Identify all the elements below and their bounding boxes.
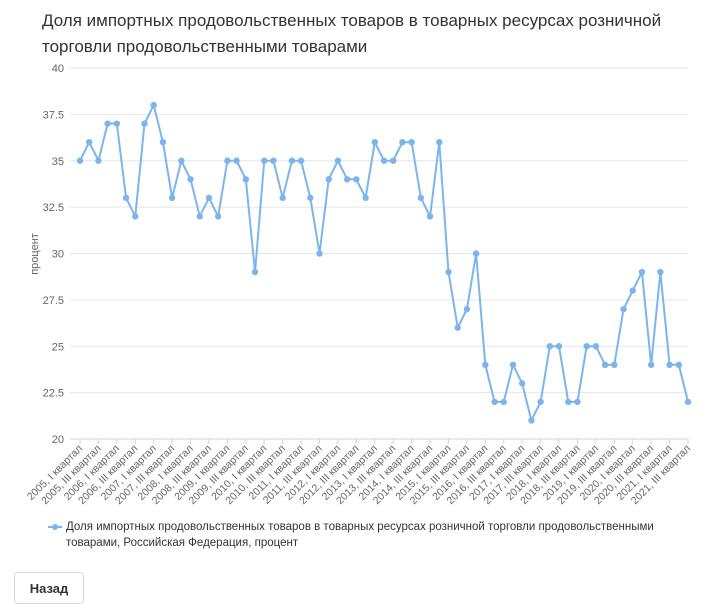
data-point[interactable] <box>601 361 609 368</box>
y-axis-ticks: 20 22.5 25 27.5 30 32.5 35 37.5 40 <box>43 63 64 446</box>
data-point[interactable] <box>555 343 563 350</box>
data-point[interactable] <box>546 343 554 350</box>
data-point[interactable] <box>436 139 443 146</box>
data-point[interactable] <box>482 361 489 368</box>
data-point[interactable] <box>583 343 590 350</box>
data-point[interactable] <box>574 398 581 406</box>
data-point[interactable] <box>408 139 415 146</box>
data-point[interactable] <box>611 361 618 368</box>
chart-title: Доля импортных продовольственных товаров… <box>42 11 662 56</box>
data-point[interactable] <box>629 287 636 294</box>
y-tick-label: 27.5 <box>43 295 64 307</box>
legend[interactable]: Доля импортных продовольственных товаров… <box>48 519 688 551</box>
data-point[interactable] <box>666 361 673 368</box>
series-points <box>76 101 692 424</box>
data-point[interactable] <box>500 398 507 406</box>
y-tick-label: 32.5 <box>43 202 64 214</box>
data-point[interactable] <box>307 194 314 202</box>
data-point[interactable] <box>620 305 627 313</box>
data-point[interactable] <box>426 213 434 220</box>
data-point[interactable] <box>445 268 452 276</box>
y-tick-label: 35 <box>52 156 64 168</box>
data-point[interactable] <box>159 139 167 146</box>
data-point[interactable] <box>592 343 600 350</box>
data-point[interactable] <box>150 101 157 109</box>
data-point[interactable] <box>472 250 480 257</box>
data-point[interactable] <box>104 120 111 127</box>
data-point[interactable] <box>371 139 378 146</box>
data-point[interactable] <box>362 194 369 202</box>
legend-marker-icon <box>48 519 64 535</box>
data-point[interactable] <box>95 157 102 164</box>
data-point[interactable] <box>187 176 194 183</box>
line-chart: 20 22.5 25 27.5 30 32.5 35 37.5 40 процент 2005,… <box>25 63 693 507</box>
data-point[interactable] <box>343 176 351 183</box>
data-point[interactable] <box>224 157 231 164</box>
data-point[interactable] <box>270 157 277 164</box>
data-point[interactable] <box>141 120 148 127</box>
data-point[interactable] <box>657 268 664 276</box>
data-point[interactable] <box>242 176 250 183</box>
y-axis-label: процент <box>29 233 41 275</box>
data-point[interactable] <box>528 417 535 424</box>
data-point[interactable] <box>288 157 296 164</box>
y-tick-label: 40 <box>52 63 64 75</box>
data-point[interactable] <box>86 139 93 146</box>
data-point[interactable] <box>334 157 342 164</box>
data-point[interactable] <box>76 157 84 164</box>
data-point[interactable] <box>261 157 268 164</box>
data-point[interactable] <box>675 361 682 368</box>
data-point[interactable] <box>565 398 572 406</box>
series-line <box>79 102 689 424</box>
data-point[interactable] <box>251 268 259 276</box>
y-tick-label: 30 <box>52 249 64 261</box>
data-point[interactable] <box>518 380 526 387</box>
data-point[interactable] <box>113 120 121 127</box>
data-point[interactable] <box>325 176 332 183</box>
data-point[interactable] <box>132 213 139 220</box>
data-point[interactable] <box>297 157 305 164</box>
data-point[interactable] <box>353 176 360 183</box>
legend-label: Доля импортных продовольственных товаров… <box>66 521 654 549</box>
data-point[interactable] <box>647 361 655 368</box>
y-tick-label: 25 <box>52 341 64 353</box>
back-button[interactable]: Назад <box>14 572 84 604</box>
data-point[interactable] <box>380 157 388 164</box>
data-point[interactable] <box>491 398 498 406</box>
data-point[interactable] <box>196 213 203 220</box>
data-point[interactable] <box>122 194 130 202</box>
data-point[interactable] <box>684 398 692 406</box>
data-point[interactable] <box>454 324 461 331</box>
data-point[interactable] <box>279 194 286 202</box>
data-point[interactable] <box>638 268 646 276</box>
data-point[interactable] <box>168 194 176 202</box>
data-point[interactable] <box>205 194 213 202</box>
data-point[interactable] <box>214 213 222 220</box>
data-point[interactable] <box>390 157 397 164</box>
data-point[interactable] <box>399 139 406 146</box>
data-point[interactable] <box>316 250 323 257</box>
data-point[interactable] <box>417 194 425 202</box>
data-point[interactable] <box>463 305 471 313</box>
grid-lines <box>70 67 688 440</box>
data-point[interactable] <box>509 361 517 368</box>
y-tick-label: 37.5 <box>43 109 64 121</box>
data-point[interactable] <box>178 157 185 164</box>
data-point[interactable] <box>233 157 240 164</box>
data-point[interactable] <box>537 398 544 406</box>
y-tick-label: 20 <box>52 434 64 446</box>
y-tick-label: 22.5 <box>43 388 64 400</box>
